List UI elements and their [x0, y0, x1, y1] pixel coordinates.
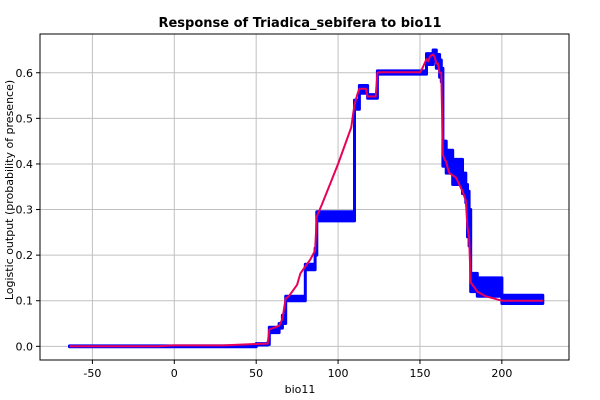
- x-tick-label: 50: [249, 367, 263, 380]
- y-tick-label: 0.1: [16, 295, 34, 308]
- x-tick-label: 200: [491, 367, 512, 380]
- y-tick-label: 0.0: [16, 340, 34, 353]
- grid: [40, 34, 569, 360]
- mean-response-line: [69, 53, 543, 348]
- y-tick-label: 0.4: [16, 158, 34, 171]
- mean-line-path: [69, 53, 543, 348]
- y-tick-label: 0.6: [16, 67, 34, 80]
- plot-frame: [39, 33, 570, 361]
- y-tick-label: 0.5: [16, 112, 34, 125]
- chart-title: Response of Triadica_sebifera to bio11: [158, 16, 441, 31]
- x-tick-label: 100: [328, 367, 349, 380]
- y-tick-label: 0.2: [16, 249, 34, 262]
- y-axis-label: Logistic output (probability of presence…: [3, 80, 16, 300]
- y-axis-ticks: 0.0 0.1 0.2 0.3 0.4 0.5 0.6: [16, 67, 40, 353]
- x-axis-label: bio11: [285, 383, 316, 396]
- x-tick-label: 0: [171, 367, 178, 380]
- y-tick-label: 0.3: [16, 204, 34, 217]
- x-axis-ticks: -50 0 50 100 150 200: [83, 360, 512, 380]
- x-tick-label: 150: [409, 367, 430, 380]
- x-tick-label: -50: [83, 367, 101, 380]
